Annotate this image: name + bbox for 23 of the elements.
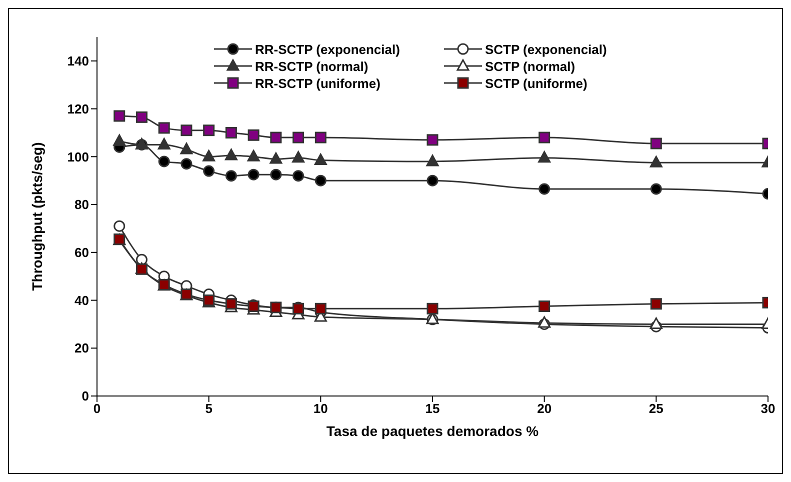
y-tick-label: 60 bbox=[74, 245, 89, 260]
y-tick-label: 120 bbox=[67, 101, 89, 116]
y-tick-label: 20 bbox=[74, 340, 89, 356]
x-tick-label: 15 bbox=[425, 401, 440, 416]
legend-label: SCTP (uniforme) bbox=[485, 76, 588, 90]
legend-label: SCTP (exponencial) bbox=[485, 42, 607, 56]
legend-label: RR-SCTP (normal) bbox=[255, 58, 368, 74]
x-axis-title: Tasa de paquetes demorados % bbox=[326, 423, 540, 439]
x-tick-label: 20 bbox=[537, 401, 552, 416]
x-tick-label: 10 bbox=[313, 401, 328, 416]
legend-label: RR-SCTP (exponencial) bbox=[255, 42, 400, 56]
y-axis-title: Throughput (pkts/seg) bbox=[28, 142, 45, 291]
x-tick-label: 30 bbox=[760, 401, 776, 416]
legend-label: RR-SCTP (uniforme) bbox=[255, 76, 380, 90]
y-tick-label: 100 bbox=[67, 149, 89, 164]
x-tick-label: 0 bbox=[93, 401, 101, 416]
y-tick-label: 0 bbox=[82, 388, 89, 404]
x-tick-label: 5 bbox=[205, 401, 212, 416]
x-tick-label: 25 bbox=[648, 401, 664, 416]
y-tick-label: 140 bbox=[67, 54, 89, 69]
y-tick-label: 80 bbox=[74, 197, 89, 212]
legend-label: SCTP (normal) bbox=[485, 58, 576, 74]
y-tick-label: 40 bbox=[74, 292, 89, 308]
